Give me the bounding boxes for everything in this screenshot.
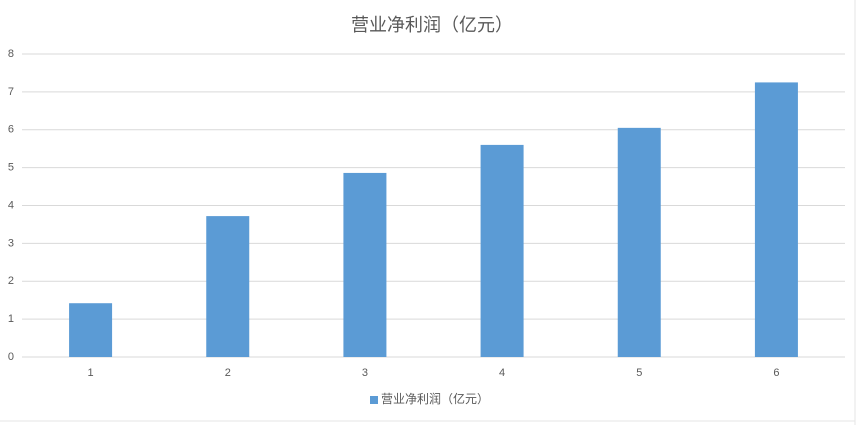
x-tick-label: 2 <box>225 367 231 379</box>
y-tick-label: 3 <box>8 237 14 249</box>
y-tick-label: 8 <box>8 48 14 60</box>
chart-title: 营业净利润（亿元） <box>351 15 513 35</box>
bar <box>69 303 113 357</box>
y-tick-label: 6 <box>8 124 14 136</box>
x-tick-label: 6 <box>773 367 779 379</box>
bar <box>206 216 250 357</box>
x-tick-label: 5 <box>636 367 642 379</box>
bar <box>754 82 798 357</box>
legend-label: 营业净利润（亿元） <box>381 391 489 406</box>
legend-swatch <box>370 396 378 404</box>
y-tick-label: 0 <box>8 351 14 363</box>
y-tick-label: 5 <box>8 162 14 174</box>
bar <box>343 172 387 357</box>
x-tick-label: 1 <box>88 367 94 379</box>
y-tick-label: 1 <box>8 313 14 325</box>
x-tick-label: 4 <box>499 367 505 379</box>
y-tick-label: 4 <box>8 199 14 211</box>
x-tick-label: 3 <box>362 367 368 379</box>
bar <box>617 127 661 357</box>
y-tick-label: 7 <box>8 86 14 98</box>
y-tick-label: 2 <box>8 275 14 287</box>
bar <box>480 144 524 357</box>
